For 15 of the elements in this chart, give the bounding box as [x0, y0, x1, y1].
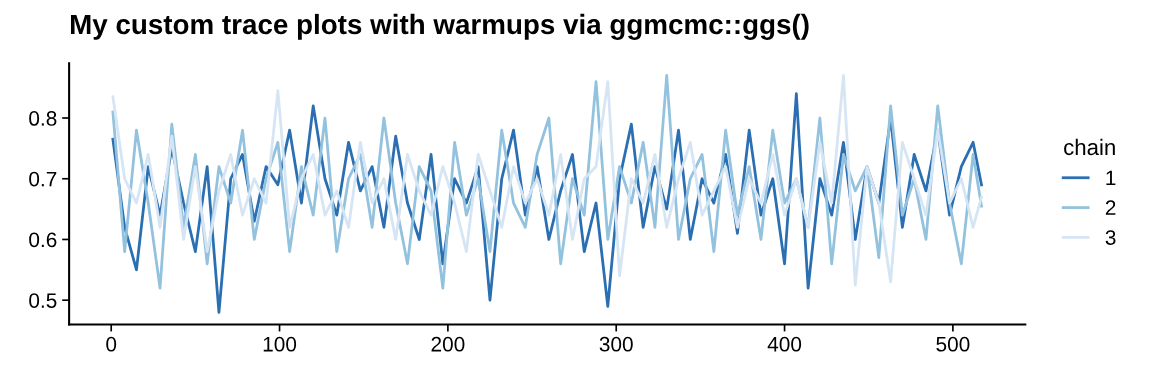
x-tick-label: 500	[936, 336, 970, 352]
chart-title: My custom trace plots with warmups via ggmcmc::ggs()	[70, 13, 809, 40]
legend-title: chain	[1064, 138, 1115, 156]
x-tick-label: 0	[106, 336, 117, 352]
x-tick-label: 200	[431, 336, 465, 352]
legend-label: 3	[1105, 230, 1116, 245]
legend-label: 1	[1106, 170, 1116, 186]
y-tick-label: 0.6	[29, 232, 57, 248]
x-tick-label: 400	[767, 336, 802, 352]
y-tick-label: 0.8	[29, 111, 57, 126]
y-tick-label: 0.5	[29, 293, 57, 308]
y-tick-label: 0.7	[29, 171, 57, 187]
x-tick-label: 300	[599, 336, 633, 352]
x-tick-label: 100	[263, 336, 297, 352]
legend-label: 2	[1105, 200, 1116, 215]
